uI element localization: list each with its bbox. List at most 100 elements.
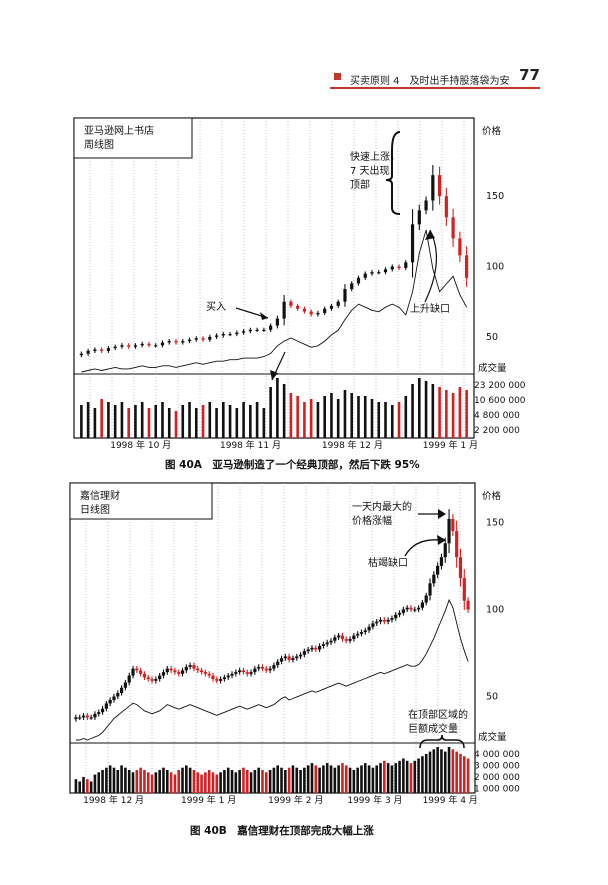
candle-body	[282, 301, 286, 319]
volume-bar	[162, 767, 165, 793]
candle-body	[356, 277, 361, 284]
volume-bar	[431, 384, 435, 438]
volume-bar	[201, 405, 205, 438]
volume-bar	[336, 399, 340, 438]
candle-body	[329, 305, 334, 309]
brace-top	[385, 131, 401, 215]
volume-bar	[135, 770, 139, 793]
annotation-rapid-rise: 快速上涨，	[350, 151, 400, 163]
volume-axis-label: 成交量	[478, 731, 507, 743]
volume-bar	[249, 772, 253, 793]
volume-bar	[451, 393, 455, 438]
volume-tick-label: 10 600 000	[474, 396, 526, 406]
candle-body	[262, 329, 266, 332]
volume-bar	[226, 767, 230, 793]
candle-body	[133, 345, 138, 347]
volume-bar	[204, 772, 207, 793]
volume-bar	[337, 765, 340, 793]
candle-body	[215, 679, 219, 681]
volume-bar	[287, 767, 291, 793]
volume-axis-label: 成交量	[478, 362, 507, 374]
candle-body	[147, 343, 151, 346]
volume-bar	[405, 760, 409, 793]
candle-body	[367, 626, 371, 631]
volume-bar	[451, 749, 455, 793]
candle-body	[437, 175, 442, 197]
candle-body	[78, 717, 82, 719]
volume-bar	[344, 765, 348, 793]
candle-body	[123, 682, 128, 688]
volume-bar	[341, 763, 344, 793]
volume-bar	[377, 402, 381, 438]
volume-bar	[93, 408, 97, 438]
volume-bar	[146, 772, 150, 793]
candle-body	[394, 614, 398, 619]
candle-body	[310, 647, 314, 650]
volume-bar	[379, 763, 382, 793]
volume-bar	[261, 770, 264, 793]
candle-body	[203, 672, 207, 674]
candle-body	[214, 335, 219, 337]
volume-bar	[318, 767, 321, 793]
candle-body	[401, 609, 405, 613]
volume-bar	[432, 749, 436, 793]
candle-body	[420, 602, 425, 608]
title-box	[69, 482, 213, 520]
volume-bar	[418, 378, 421, 438]
title-box	[73, 117, 193, 159]
candle-body	[177, 672, 181, 674]
volume-bar	[272, 767, 276, 793]
candle-body	[127, 675, 131, 683]
price-axis-label: 价格	[482, 125, 502, 137]
volume-bar	[375, 765, 379, 793]
candle-body	[462, 578, 466, 601]
candle-body	[348, 639, 352, 641]
volume-bar	[174, 411, 178, 438]
volume-bar	[86, 402, 90, 438]
volume-bar	[363, 396, 367, 438]
candle-body	[356, 633, 360, 636]
candle-body	[386, 619, 390, 622]
candle-body	[255, 329, 259, 332]
candle-body	[295, 656, 299, 659]
header-title: 买卖原则 4 及时出手持股落袋为安	[350, 76, 510, 87]
volume-bar	[386, 763, 390, 793]
candle-body	[444, 196, 448, 218]
volume-bar	[154, 772, 158, 793]
candle-body	[325, 642, 329, 645]
candle-body	[390, 618, 394, 620]
volume-bar	[424, 381, 428, 438]
volume-bar	[150, 774, 154, 793]
annotation-top: 顶部	[350, 178, 370, 191]
candle-body	[79, 353, 83, 356]
volume-bar	[219, 772, 222, 793]
exhaustion-arrow-line	[404, 539, 441, 557]
candle-body	[466, 600, 470, 610]
volume-bar	[303, 402, 306, 438]
candle-body	[127, 345, 131, 347]
volume-bar	[284, 770, 287, 793]
candle-body	[413, 609, 417, 611]
annotation-biggest-day: 一天内最大的	[352, 500, 412, 513]
candle-body	[283, 656, 287, 659]
volume-bar	[167, 408, 171, 438]
candle-body	[93, 349, 97, 351]
candle-body	[187, 339, 192, 342]
candle-body	[235, 332, 239, 335]
date-label: 1999 年 1 月	[181, 794, 236, 806]
volume-bar	[86, 779, 89, 793]
volume-tick-label: 3 000 000	[474, 762, 520, 772]
volume-bar	[367, 765, 371, 793]
candle-body	[272, 665, 276, 669]
volume-bar	[440, 749, 443, 793]
candle-body	[199, 670, 204, 673]
candle-body	[180, 670, 185, 674]
volume-bar	[230, 770, 234, 793]
volume-bar	[207, 770, 211, 793]
candle-body	[377, 272, 381, 274]
volume-bar	[78, 781, 82, 793]
volume-bar	[143, 770, 146, 793]
volume-bar	[208, 402, 212, 438]
volume-bar	[390, 765, 394, 793]
